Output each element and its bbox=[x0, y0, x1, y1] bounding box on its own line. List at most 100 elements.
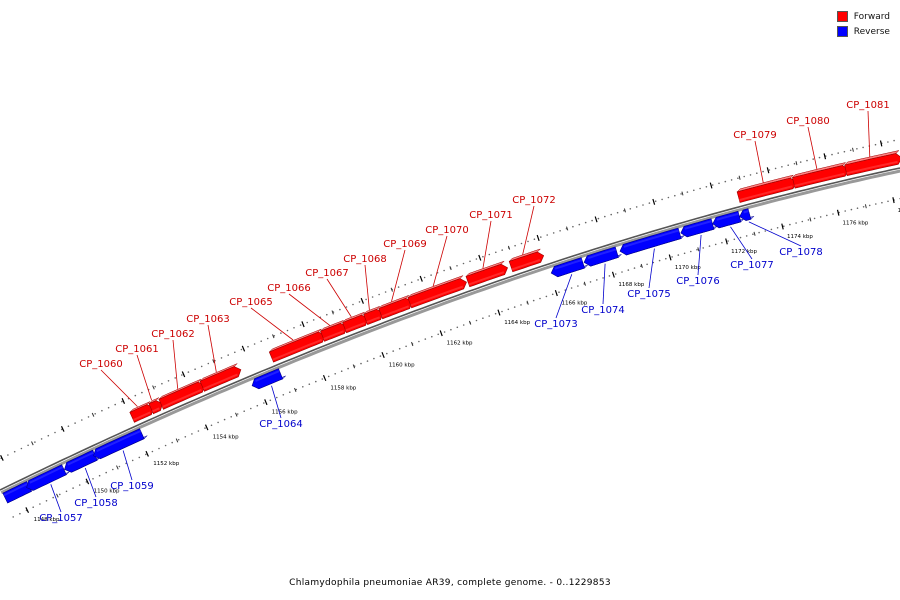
gene-block-cp-1059[interactable] bbox=[93, 428, 148, 460]
guide-dot bbox=[32, 506, 34, 509]
gene-block-cp-1063[interactable] bbox=[199, 363, 242, 392]
guide-dot bbox=[247, 345, 249, 348]
gene-block-cp-1070[interactable] bbox=[407, 275, 467, 309]
guide-dot bbox=[781, 166, 783, 168]
tick-mark bbox=[85, 478, 90, 485]
guide-dot bbox=[696, 248, 698, 251]
guide-dot bbox=[194, 368, 196, 371]
tick-mark bbox=[497, 309, 501, 316]
guide-dot bbox=[793, 162, 796, 165]
guide-dot bbox=[608, 275, 611, 277]
guide-dot bbox=[469, 260, 471, 263]
guide-dot bbox=[680, 193, 682, 195]
minor-tick bbox=[31, 441, 34, 446]
guide-dot bbox=[386, 352, 388, 355]
guide-dot bbox=[724, 180, 727, 183]
guide-dot bbox=[621, 271, 623, 273]
guide-dot bbox=[532, 299, 535, 302]
label-leader bbox=[730, 226, 753, 260]
guide-dot bbox=[315, 380, 317, 383]
guide-dot bbox=[783, 225, 785, 227]
label-leader bbox=[250, 307, 294, 341]
tick-mark bbox=[241, 345, 246, 352]
guide-dot bbox=[263, 402, 265, 404]
minor-tick bbox=[411, 341, 414, 347]
guide-dot bbox=[551, 293, 554, 296]
tick-label: 1156 kbp bbox=[272, 409, 298, 415]
guide-dot bbox=[197, 430, 200, 432]
guide-dot bbox=[171, 441, 173, 444]
gene-blocks bbox=[2, 150, 900, 504]
minor-tick bbox=[526, 300, 529, 305]
guide-dot bbox=[87, 416, 90, 418]
gene-block-cp-1068[interactable] bbox=[363, 306, 384, 325]
gene-block-cp-1074[interactable] bbox=[583, 246, 622, 267]
gene-block-cp-1066[interactable] bbox=[320, 320, 348, 342]
label-leader bbox=[648, 248, 655, 289]
guide-dot bbox=[501, 249, 504, 251]
guide-dot bbox=[240, 348, 243, 351]
guide-dot bbox=[384, 291, 387, 293]
guide-dot bbox=[654, 200, 657, 202]
gene-block-cp-1057[interactable] bbox=[26, 464, 70, 491]
tick-mark bbox=[879, 140, 883, 147]
tick-mark bbox=[60, 425, 65, 432]
guide-dot bbox=[286, 329, 289, 332]
gene-block-cp-1075[interactable] bbox=[619, 227, 685, 256]
tick-label: 1154 kbp bbox=[213, 435, 239, 441]
guide-dot bbox=[13, 450, 16, 453]
guide-dot bbox=[230, 416, 232, 418]
guide-dot bbox=[158, 447, 160, 450]
gene-block-cp-1080[interactable] bbox=[791, 162, 850, 189]
guide-dot bbox=[539, 297, 541, 300]
guide-dot bbox=[661, 198, 663, 201]
gene-block-cp-1069[interactable] bbox=[378, 295, 413, 320]
tick-mark bbox=[145, 450, 149, 457]
gene-block-cp-1076[interactable] bbox=[680, 218, 718, 238]
tick-mark bbox=[264, 399, 268, 406]
gene-label: CP_1058 bbox=[74, 498, 117, 509]
gene-block-cp-1077[interactable] bbox=[712, 210, 745, 229]
tick-mark bbox=[439, 330, 443, 337]
gene-block-cp-1064[interactable] bbox=[251, 368, 286, 390]
tick-label: 1174 kbp bbox=[787, 234, 813, 240]
tick-mark bbox=[668, 254, 672, 261]
guide-dot bbox=[379, 355, 382, 357]
guide-dot bbox=[837, 152, 839, 154]
label-leader bbox=[84, 467, 97, 498]
tick-mark bbox=[25, 507, 30, 514]
gene-block-cp-1078[interactable] bbox=[739, 208, 755, 221]
guide-dot bbox=[410, 281, 413, 284]
gene-block-cp-1067[interactable] bbox=[342, 311, 369, 334]
guide-dot bbox=[844, 210, 846, 212]
tick-label: 1168 kbp bbox=[618, 282, 644, 288]
minor-tick bbox=[175, 438, 179, 443]
minor-tick bbox=[449, 266, 452, 271]
guide-dot bbox=[112, 468, 114, 471]
guide-dot bbox=[488, 315, 491, 317]
guide-dot bbox=[730, 179, 733, 181]
guide-dot bbox=[507, 308, 510, 311]
gene-block-cp-1073[interactable] bbox=[550, 257, 588, 278]
guide-dot bbox=[667, 196, 670, 199]
genome-backbone bbox=[0, 167, 900, 495]
gene-block-cp-1061[interactable] bbox=[148, 397, 164, 415]
minor-tick bbox=[468, 320, 472, 325]
guide-dot bbox=[366, 360, 369, 362]
guide-dot bbox=[141, 391, 143, 394]
minor-tick bbox=[795, 161, 798, 166]
guide-dot bbox=[326, 313, 328, 316]
guide-dot bbox=[105, 471, 107, 474]
minor-tick bbox=[753, 231, 756, 236]
gene-block-cp-1072[interactable] bbox=[508, 248, 545, 273]
guide-dot bbox=[589, 281, 592, 283]
guide-dot bbox=[705, 186, 708, 188]
gene-block-cp-1071[interactable] bbox=[465, 260, 508, 288]
guide-dot bbox=[404, 283, 407, 286]
minor-tick bbox=[809, 217, 812, 222]
gene-block-cp-1081[interactable] bbox=[843, 150, 900, 177]
guide-dot bbox=[260, 340, 263, 343]
gene-block-cp-1062[interactable] bbox=[158, 378, 206, 410]
guide-dot bbox=[131, 459, 134, 462]
tick-mark bbox=[181, 371, 186, 378]
